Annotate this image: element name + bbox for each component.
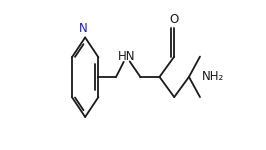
Text: HN: HN bbox=[118, 50, 135, 63]
Text: N: N bbox=[79, 21, 88, 34]
Text: NH₂: NH₂ bbox=[201, 70, 224, 83]
Text: O: O bbox=[170, 13, 179, 26]
